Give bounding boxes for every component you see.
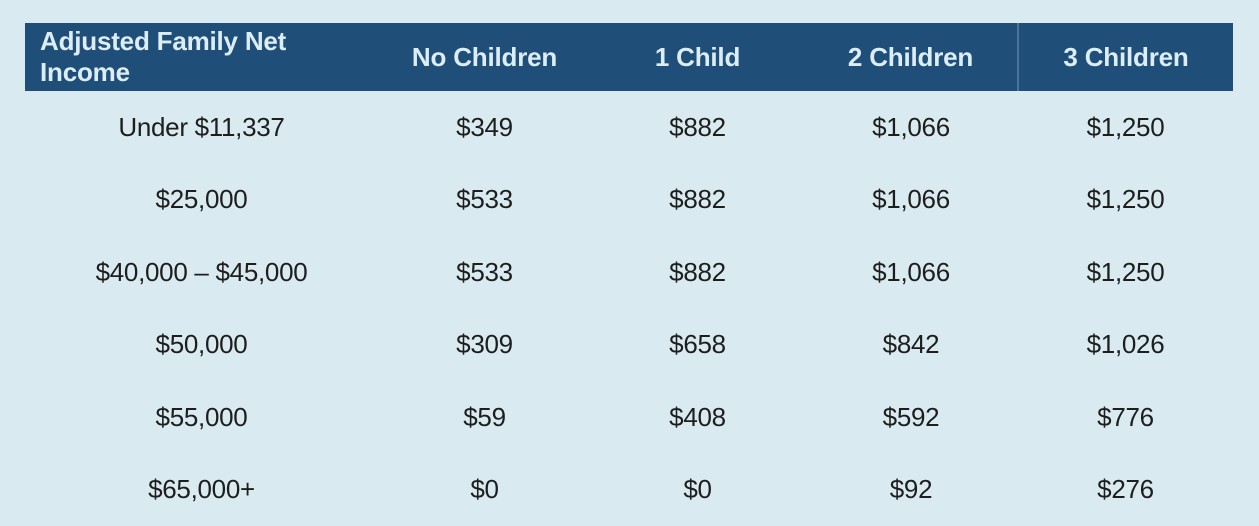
- income-bracket-cell: $55,000: [155, 401, 248, 432]
- benefit-amount-cell: $0: [470, 474, 499, 505]
- income-bracket-cell: Under $11,337: [118, 111, 285, 142]
- benefit-amount-table: Adjusted Family Net Income No Children 1 C…: [25, 23, 1233, 526]
- benefit-amount-cell: $1,250: [1086, 256, 1165, 287]
- benefit-amount-cell: $882: [669, 184, 726, 215]
- benefit-amount-cell: $0: [683, 474, 712, 505]
- benefit-amount-cell: $309: [456, 329, 513, 360]
- benefit-amount-cell: $1,250: [1086, 111, 1165, 142]
- income-bracket-cell: $40,000 – $45,000: [95, 256, 308, 287]
- benefit-amount-cell: $92: [889, 474, 933, 505]
- benefit-amount-cell: $408: [669, 401, 726, 432]
- benefit-amount-cell: $533: [456, 256, 513, 287]
- benefit-amount-cell: $1,066: [872, 111, 950, 142]
- benefit-amount-cell: $776: [1097, 401, 1154, 432]
- benefit-amount-cell: $882: [669, 111, 726, 142]
- benefit-amount-cell: $533: [456, 184, 513, 215]
- benefit-amount-cell: $349: [456, 111, 513, 142]
- benefit-amount-cell: $842: [882, 329, 940, 360]
- column-header-no-children: No Children: [378, 23, 591, 91]
- table-header-row: Adjusted Family Net Income No Children 1 C…: [25, 23, 1233, 91]
- benefit-amount-cell: $59: [463, 401, 506, 432]
- benefit-amount-cell: $1,026: [1086, 329, 1165, 360]
- table-row: Under $11,337 $349 $882 $1,066 $1,250: [25, 91, 1233, 164]
- table-row: $55,000 $59 $408 $592 $776: [25, 381, 1233, 454]
- column-header-1-child: 1 Child: [591, 23, 804, 91]
- benefit-amount-cell: $1,066: [872, 184, 950, 215]
- column-header-3-children: 3 Children: [1017, 23, 1233, 91]
- income-bracket-cell: $25,000: [155, 184, 248, 215]
- table-row: $50,000 $309 $658 $842 $1,026: [25, 309, 1233, 382]
- benefit-amount-cell: $658: [669, 329, 726, 360]
- table-row: $25,000 $533 $882 $1,066 $1,250: [25, 164, 1233, 237]
- table-row: $65,000+ $0 $0 $92 $276: [25, 454, 1233, 526]
- income-bracket-cell: $65,000+: [148, 474, 255, 505]
- column-header-adjusted-family-net-income: Adjusted Family Net Income: [25, 23, 378, 91]
- benefit-amount-cell: $592: [882, 401, 940, 432]
- benefit-amount-cell: $276: [1097, 474, 1154, 505]
- column-header-2-children: 2 Children: [804, 23, 1018, 91]
- benefit-amount-cell: $1,250: [1086, 184, 1165, 215]
- income-bracket-cell: $50,000: [155, 329, 248, 360]
- table-row: $40,000 – $45,000 $533 $882 $1,066 $1,250: [25, 236, 1233, 309]
- benefit-amount-cell: $1,066: [872, 256, 950, 287]
- benefit-amount-cell: $882: [669, 256, 726, 287]
